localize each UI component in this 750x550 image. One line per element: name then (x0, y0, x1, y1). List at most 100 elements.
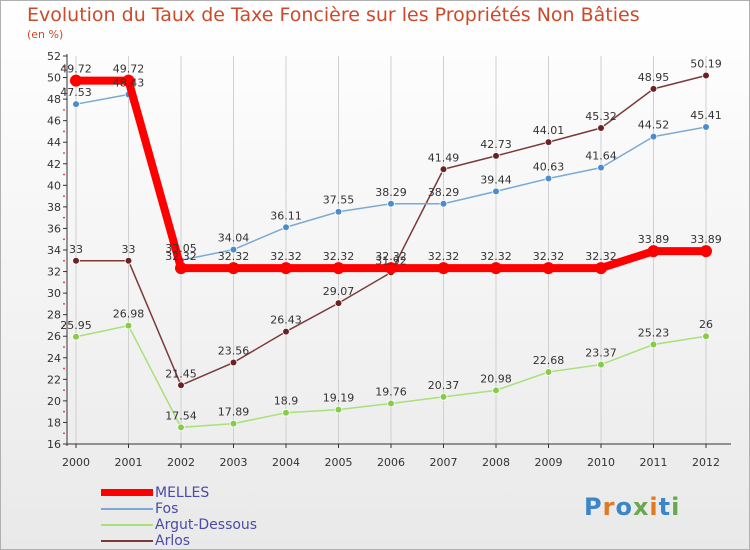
x-tick-label: 2002 (167, 456, 195, 469)
y-tick-label: 52 (47, 50, 61, 63)
y-tick-label: 30 (47, 287, 61, 300)
data-label: 38.29 (428, 186, 460, 199)
chart-title: Evolution du Taux de Taxe Foncière sur l… (27, 4, 640, 26)
data-point (700, 245, 712, 258)
data-label: 32.32 (270, 250, 302, 263)
data-point (702, 123, 710, 131)
y-minor-tick (63, 216, 65, 219)
data-point (702, 71, 710, 80)
legend-label: Fos (155, 501, 179, 517)
data-label: 32.32 (585, 250, 617, 263)
data-label: 39.44 (480, 173, 512, 186)
data-label: 42.73 (480, 138, 512, 151)
data-label: 50.19 (690, 58, 722, 71)
data-label: 34.04 (218, 232, 250, 245)
y-tick-label: 16 (47, 438, 61, 451)
data-point (122, 74, 135, 87)
data-point (280, 262, 292, 275)
data-point (334, 405, 343, 414)
data-label: 49.72 (113, 63, 145, 76)
data-point (437, 262, 450, 275)
data-point (387, 399, 395, 408)
data-point (647, 245, 660, 258)
legend-swatch (101, 508, 153, 510)
data-label: 44.01 (533, 124, 565, 137)
data-point (229, 419, 238, 428)
data-label: 44.52 (638, 119, 670, 132)
x-tick-label: 2009 (535, 456, 563, 469)
data-point (227, 262, 240, 275)
data-point (649, 85, 658, 93)
data-label: 32.32 (218, 250, 250, 263)
data-label: 47.53 (60, 86, 92, 99)
data-point (177, 381, 185, 390)
data-label: 17.89 (218, 406, 250, 419)
data-point (177, 423, 185, 432)
logo-letter: o (615, 493, 633, 521)
y-minor-tick (63, 195, 65, 198)
data-label: 32.32 (428, 250, 460, 263)
data-label: 41.49 (428, 151, 460, 164)
data-label: 31.92 (375, 254, 407, 267)
y-tick-label: 42 (47, 158, 61, 171)
data-label: 32.32 (533, 250, 565, 263)
data-point (544, 138, 553, 146)
y-tick-label: 46 (47, 115, 61, 128)
y-tick-label: 22 (47, 373, 61, 386)
x-tick-label: 2007 (430, 456, 458, 469)
data-point (385, 262, 397, 275)
data-label: 37.55 (323, 194, 355, 207)
data-label: 23.56 (218, 345, 250, 358)
unit-label: (en %) (27, 28, 64, 41)
data-point (387, 199, 395, 208)
data-point (124, 321, 133, 330)
y-minor-tick (63, 324, 65, 327)
data-label: 19.76 (375, 385, 407, 398)
y-tick-label: 26 (47, 330, 61, 343)
data-label: 22.68 (533, 354, 565, 367)
data-point (597, 360, 605, 369)
y-minor-tick (63, 302, 65, 305)
logo-letter: x (632, 493, 650, 521)
data-point (544, 368, 553, 376)
data-label: 20.98 (480, 372, 512, 385)
logo-letter: r (602, 493, 616, 521)
data-point (597, 124, 605, 132)
data-label: 45.32 (585, 110, 617, 123)
legend-label: MELLES (155, 485, 210, 501)
x-tick-label: 2006 (377, 456, 405, 469)
x-tick-label: 2011 (640, 456, 668, 469)
data-point (702, 332, 710, 341)
legend-label: Arlos (155, 533, 191, 549)
logo-letter: i (671, 493, 681, 521)
data-point (595, 262, 607, 275)
y-minor-tick (63, 432, 65, 435)
data-label: 33.89 (690, 233, 722, 246)
data-point (544, 174, 553, 183)
data-label: 32.32 (165, 250, 197, 263)
data-label: 48.43 (113, 76, 145, 89)
legend-swatch (101, 489, 153, 496)
logo-letter: i (649, 493, 659, 521)
data-label: 33 (122, 243, 136, 256)
x-tick-label: 2012 (692, 456, 720, 469)
data-point (72, 256, 80, 265)
y-tick-label: 34 (47, 244, 61, 257)
legend-swatch (101, 524, 153, 526)
data-point (439, 393, 448, 401)
y-tick-label: 24 (47, 352, 61, 365)
data-label: 40.63 (533, 161, 565, 174)
data-label: 36.11 (270, 209, 302, 222)
data-point (490, 262, 502, 275)
data-point (332, 262, 345, 275)
x-tick-label: 2003 (220, 456, 248, 469)
data-label: 19.19 (323, 392, 355, 405)
data-label: 32.32 (375, 250, 407, 263)
legend-swatch (101, 540, 153, 542)
y-minor-tick (63, 130, 65, 133)
data-label: 49.72 (60, 63, 92, 76)
x-tick-label: 2001 (115, 456, 143, 469)
y-tick-label: 28 (47, 309, 61, 322)
